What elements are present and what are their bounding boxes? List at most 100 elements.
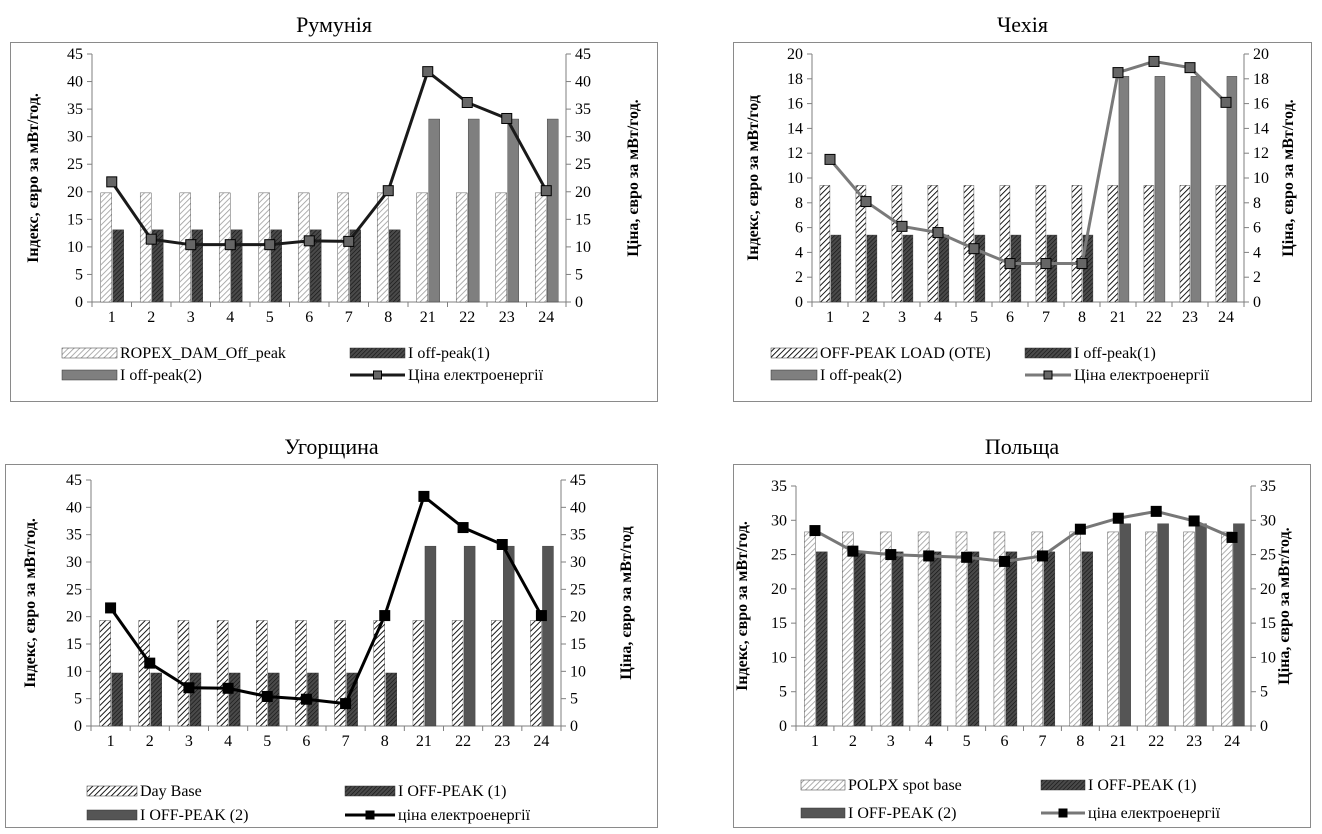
y-tick-label: 12 [787,145,803,162]
bar [955,531,968,727]
bar [428,118,440,303]
x-tick-label: 4 [224,733,232,750]
x-tick-label: 23 [499,309,515,326]
price-marker [1112,67,1124,79]
price-marker [824,153,836,165]
y2-tick-label: 20 [1260,581,1276,598]
price-marker [261,690,273,702]
y2-tick-label: 20 [575,184,591,201]
price-marker [1112,512,1124,524]
y2-tick-label: 20 [1253,46,1269,63]
price-marker [932,227,944,239]
price-marker [860,196,872,208]
chart-title: Чехія [996,12,1048,37]
price-marker [923,550,935,562]
price-line [110,69,548,247]
bar [542,545,554,727]
x-tick-label: 4 [934,309,942,326]
bar [1071,185,1083,303]
bar [216,620,229,727]
bar [974,234,986,303]
y2-tick-label: 18 [1253,71,1269,88]
x-tick-label: 6 [305,309,313,326]
x-tick-label: 1 [108,309,116,326]
bar [467,118,480,303]
price-marker [885,549,897,561]
y2-tick-label: 14 [1253,120,1269,137]
bar [424,545,437,727]
y-tick-label: 8 [795,195,803,212]
price-marker [222,682,234,694]
chart-title: Румунія [296,12,372,37]
bar [891,551,904,727]
bar [111,672,123,727]
x-tick-label: 23 [1186,733,1202,750]
y2-tick-label: 10 [1260,649,1276,666]
bar [503,545,515,727]
y2-tick-label: 25 [575,156,591,173]
y2-tick-label: 12 [1253,145,1269,162]
price-marker [961,551,973,563]
bar [295,620,307,727]
bar [967,551,980,727]
y2-tick-label: 35 [1260,478,1276,495]
bar [1031,531,1044,727]
x-tick-label: 8 [1078,309,1086,326]
legend-label: I OFF-PEAK (2) [848,805,956,822]
chart-title: Угорщина [284,434,379,459]
y-tick-label: 20 [66,609,82,626]
chart-frame [10,42,658,402]
legend-label: ціна електроенергії [398,807,531,824]
y2-tick-label: 30 [575,129,591,146]
x-tick-label: 4 [226,309,234,326]
price-marker [300,693,312,705]
y2-tick-label: 0 [1260,718,1268,735]
x-tick-label: 3 [185,733,193,750]
bar [938,234,950,303]
bar [228,672,241,727]
price-marker [1150,505,1162,517]
bar [530,620,542,727]
legend-label: ROPEX_DAM_Off_peak [120,345,286,362]
y-axis-label: Індекс, євро за мВт/год. [25,93,42,263]
price-marker [896,220,908,232]
x-tick-label: 22 [1146,309,1162,326]
x-tick-label: 24 [1224,733,1240,750]
price-marker [382,185,394,197]
y2-tick-label: 15 [1260,615,1276,632]
bar [855,185,867,303]
bar [1179,185,1191,303]
x-tick-label: 24 [1218,309,1234,326]
price-marker [303,235,315,247]
bar [1233,523,1245,727]
x-tick-label: 6 [1001,733,1009,750]
y2-tick-label: 25 [570,581,586,598]
y2-tick-label: 35 [575,101,591,118]
bar [1157,523,1169,727]
y2-tick-label: 40 [575,74,591,91]
bar [546,118,559,303]
bar [297,192,310,303]
y-tick-label: 20 [787,46,803,63]
x-tick-label: 22 [459,309,475,326]
x-tick-label: 2 [146,733,154,750]
x-tick-label: 22 [455,733,471,750]
price-marker [343,235,355,247]
y2-tick-label: 45 [575,46,591,63]
chart-frame [733,464,1311,828]
x-tick-label: 5 [970,309,978,326]
y-tick-label: 15 [66,636,82,653]
chart-panel-romania: Румунія 0 0 5 5 10 10 15 15 20 20 25 25 30 30 35 35 40 40… [10,10,658,402]
chart-title: Польща [984,434,1060,459]
y-tick-label: 20 [771,581,787,598]
y-tick-label: 4 [795,244,803,261]
bar [412,620,425,727]
legend-label: Day Base [140,783,202,800]
bar [1043,551,1056,727]
chart-panel-hungary: Угорщина 0 0 5 5 10 10 15 15 20 20 25 25 30 30 35 35 40 4… [5,432,658,828]
bar [1107,531,1119,727]
bar [1190,76,1202,303]
price-line [814,509,1233,563]
legend-swatch [800,779,846,791]
